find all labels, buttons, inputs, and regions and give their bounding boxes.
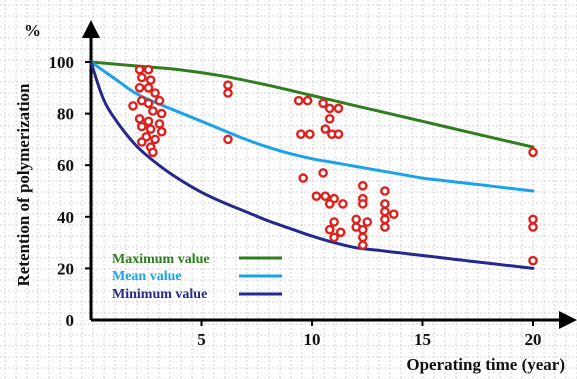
scatter-point [156,126,167,137]
series-line-maximum [89,60,535,149]
scatter-point [380,206,390,217]
scatter-point [380,214,390,225]
scatter-point [351,214,362,225]
scatter-points [128,64,538,266]
scatter-point [293,95,304,106]
scatter-point [357,180,368,191]
series-line-minimum [89,60,535,270]
scatter-point [528,147,538,158]
scatter-point [380,199,390,209]
scatter-point [338,199,348,209]
scatter-point [136,72,147,83]
x-axis-arrow [559,311,577,329]
scatter-point [143,83,154,93]
scatter-point [223,134,233,145]
scatter-point [145,75,156,85]
scatter-point [143,64,154,75]
series-line-mean [89,60,535,193]
scatter-point [380,222,390,232]
scatter-point [528,214,538,225]
scatter-point [150,88,160,98]
y-unit-label: % [24,21,41,40]
scatter-point [145,124,156,134]
scatter-point [333,129,344,139]
scatter-point [148,147,158,158]
y-tick-label: 80 [57,105,74,124]
axes [82,20,577,329]
scatter-point [528,222,538,232]
scatter-point [318,168,328,178]
scatter-point [324,199,335,209]
scatter-point [296,129,306,139]
scatter-point [148,106,158,116]
y-tick-label: 100 [49,53,75,72]
scatter-point [154,119,165,129]
scatter-point [304,129,315,139]
scatter-point [134,83,145,93]
legend-label-min: Minimum value [112,287,207,302]
scatter-point [143,116,154,127]
scatter-point [324,114,335,124]
scatter-point [320,191,331,201]
scatter-point [298,173,309,183]
scatter-point [136,137,147,147]
scatter-point [154,95,165,106]
scatter-point [362,217,373,227]
y-axis-arrow [82,20,100,38]
tick-labels: 0 20 40 60 80 100 5 10 15 20 [49,53,542,349]
scatter-point [329,232,339,243]
x-tick-label: 20 [525,330,542,349]
scatter-point [128,101,138,111]
scatter-point [357,224,368,235]
series-lines [89,60,535,270]
x-tick-label: 5 [197,330,206,349]
y-axis-title: Retention of polymerization [14,83,33,287]
scatter-point [143,98,154,109]
scatter-point [223,88,233,98]
scatter-point [324,103,335,114]
legend-label-max: Maximum value [112,252,210,267]
scatter-point [388,209,399,219]
scatter-point [311,191,322,201]
scatter-point [528,255,538,266]
scatter-point [357,240,368,250]
y-tick-label: 20 [57,259,74,278]
scatter-point [134,64,145,75]
scatter-point [320,124,331,134]
y-tick-label: 40 [57,208,74,227]
scatter-point [357,232,368,243]
y-tick-label: 60 [57,156,74,175]
scatter-point [333,103,344,114]
x-tick-label: 15 [414,330,431,349]
legend-label-mean: Mean value [112,269,182,284]
scatter-point [156,108,167,119]
scatter-point [302,95,313,106]
scatter-point [223,80,233,90]
scatter-point [134,114,145,124]
y-tick-label: 0 [66,311,75,330]
scatter-point [136,121,147,132]
legend: Maximum value Mean value Minimum value [112,252,282,302]
scatter-point [318,98,328,109]
scatter-point [380,186,390,196]
scatter-point [150,134,160,145]
scatter-point [329,217,339,227]
scatter-point [357,199,368,209]
x-axis-title: Operating time (year) [406,355,565,374]
scatter-point [324,224,335,235]
x-tick-label: 10 [304,330,321,349]
scatter-point [335,227,346,238]
